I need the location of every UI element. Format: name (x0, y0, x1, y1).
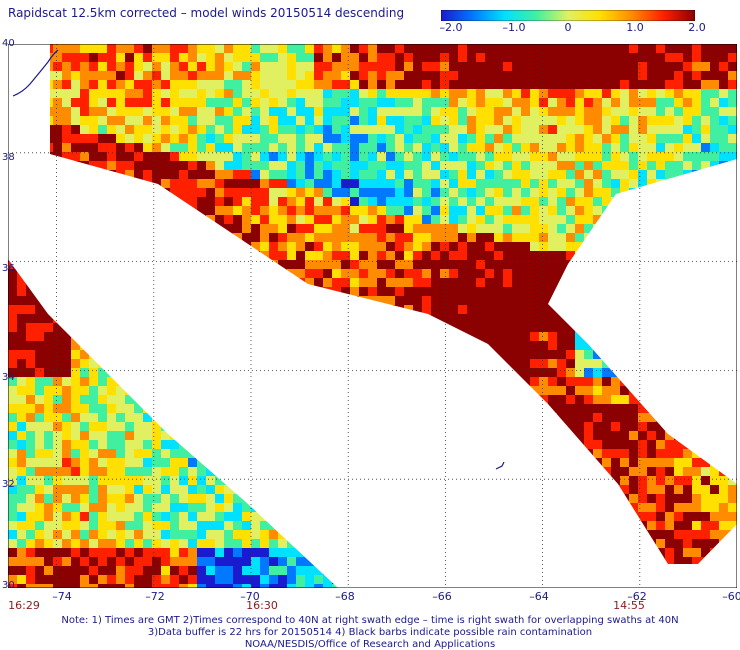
lat-tick-label: 32 (2, 479, 15, 490)
footnote-line-1: Note: 1) Times are GMT 2)Times correspon… (61, 615, 679, 626)
lon-tick-label: –66 (432, 590, 452, 603)
map-title: Rapidscat 12.5km corrected – model winds… (8, 6, 405, 20)
lat-tick-label: 30 (2, 580, 15, 591)
lon-tick-label: –72 (145, 590, 165, 603)
swath-time-label: 16:30 (246, 599, 278, 612)
swath-time-label: 16:29 (8, 599, 40, 612)
lon-tick-label: –70 (240, 590, 260, 603)
island-outline (495, 461, 505, 470)
lon-tick-label: –64 (529, 590, 549, 603)
lon-tick-label: –74 (52, 590, 72, 603)
lat-tick-label: 36 (2, 263, 15, 274)
wind-difference-map (8, 44, 737, 588)
lon-tick-label: –68 (335, 590, 355, 603)
footnote-line-2: 3)Data buffer is 22 hrs for 20150514 4) … (147, 627, 593, 638)
lon-tick-label: –60 (722, 590, 740, 603)
colorbar-tick-label: 0 (564, 21, 572, 34)
colorbar-tick-label: 1.0 (626, 21, 644, 34)
colorbar-tick-label: –2.0 (439, 21, 463, 34)
footnote-credit: NOAA/NESDIS/Office of Research and Appli… (244, 639, 496, 650)
colorbar (441, 10, 695, 21)
lat-tick-label: 34 (2, 372, 15, 383)
lon-tick-label: –62 (627, 590, 647, 603)
colorbar-tick-label: –1.0 (502, 21, 526, 34)
lat-tick-label: 38 (2, 152, 15, 163)
coastline (12, 49, 59, 97)
swath-time-label: 14:55 (613, 599, 645, 612)
lat-tick-label: 40 (2, 38, 15, 49)
colorbar-tick-label: 2.0 (688, 21, 706, 34)
